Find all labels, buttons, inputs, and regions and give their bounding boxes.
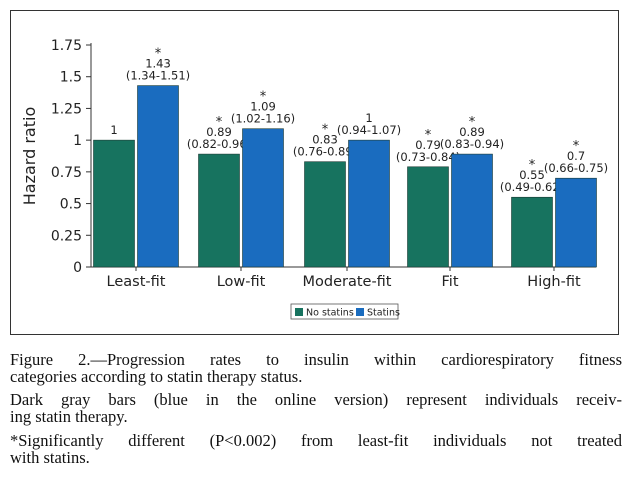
y-tick-label: 0.75 xyxy=(51,165,82,181)
x-tick-label: Low-fit xyxy=(217,274,266,290)
y-tick-label: 0.25 xyxy=(51,228,82,244)
legend-swatch-no-statins xyxy=(295,308,303,316)
bar-statins xyxy=(242,128,284,268)
significance-footnote: *Significantly different (P<0.002) from … xyxy=(10,431,622,450)
data-label-value: 1.43 xyxy=(145,57,171,71)
y-axis-title: Hazard ratio xyxy=(20,107,39,205)
significance-asterisk: * xyxy=(425,128,432,143)
bar-statins xyxy=(555,177,597,268)
y-tick-label: 1.5 xyxy=(60,70,82,86)
significance-asterisk: * xyxy=(260,90,267,105)
significance-asterisk: * xyxy=(216,115,223,130)
y-tick-label: 1.25 xyxy=(51,101,82,117)
bar-statins xyxy=(348,139,390,268)
data-label-ci: (0.66-0.75) xyxy=(544,161,608,175)
y-tick-label: 1.75 xyxy=(51,38,82,54)
data-label-ci: (1.02-1.16) xyxy=(231,112,295,126)
legend-box xyxy=(290,303,399,320)
data-label-value: 1 xyxy=(365,111,372,125)
y-tick-label: 0 xyxy=(73,260,82,276)
data-label-value: 0.83 xyxy=(312,133,338,147)
bar-no-statins xyxy=(511,196,553,268)
y-tick-label: 1 xyxy=(73,133,82,149)
bar-no-statins xyxy=(304,161,346,268)
significance-asterisk: * xyxy=(155,47,162,62)
data-label-value: 0.7 xyxy=(567,149,585,163)
data-label-ci: (0.82-0.96) xyxy=(187,137,251,151)
figure-caption-line: categories according to statin therapy s… xyxy=(10,367,303,386)
significance-footnote: with statins. xyxy=(10,448,90,467)
bar-no-statins xyxy=(93,139,135,268)
data-label-value: 0.89 xyxy=(459,125,485,139)
significance-asterisk: * xyxy=(322,123,329,138)
data-label-ci: (0.73-0.84) xyxy=(396,150,460,164)
data-label-value: 0.55 xyxy=(519,168,545,182)
bar-chart: 0 0.25 0.5 0.75 1 1.25 1.5 1.75 Hazard ratio Leas… xyxy=(20,38,608,320)
data-label-value: 1.09 xyxy=(250,100,276,114)
figure-caption-note: Dark gray bars (blue in the online versi… xyxy=(10,390,622,409)
bar-no-statins xyxy=(407,166,449,268)
x-tick-label: Moderate-fit xyxy=(302,274,391,290)
significance-asterisk: * xyxy=(573,139,580,154)
legend-label-no-statins: No statins xyxy=(306,308,354,319)
data-label-ci: (0.49-0.62) xyxy=(500,180,564,194)
bar-statins xyxy=(137,85,179,268)
bar-statins xyxy=(451,153,493,268)
bar-no-statins xyxy=(198,153,240,268)
y-tick-label: 0.5 xyxy=(60,197,82,213)
chart-frame: 0 0.25 0.5 0.75 1 1.25 1.5 1.75 Hazard ratio Leas… xyxy=(10,10,619,335)
data-label-ci: (0.94-1.07) xyxy=(337,123,401,137)
data-label-ci: (0.83-0.94) xyxy=(440,137,504,151)
significance-asterisk: * xyxy=(529,158,536,173)
data-label-value: 1 xyxy=(110,123,117,137)
x-tick-label: Fit xyxy=(442,274,459,290)
x-tick-label: High-fit xyxy=(527,274,581,290)
figure-caption-note: ing statin therapy. xyxy=(10,407,128,426)
legend-label-statins: Statins xyxy=(367,308,400,319)
significance-asterisk: * xyxy=(469,115,476,130)
figure-caption-line: Figure 2.—Progression rates to insulin w… xyxy=(10,350,622,369)
x-tick-label: Least-fit xyxy=(107,274,166,290)
data-label-ci: (0.76-0.89) xyxy=(293,145,357,159)
legend-swatch-statins xyxy=(356,308,364,316)
data-label-value: 0.79 xyxy=(415,138,441,152)
data-label-ci: (1.34-1.51) xyxy=(126,69,190,83)
data-label-value: 0.89 xyxy=(206,125,232,139)
